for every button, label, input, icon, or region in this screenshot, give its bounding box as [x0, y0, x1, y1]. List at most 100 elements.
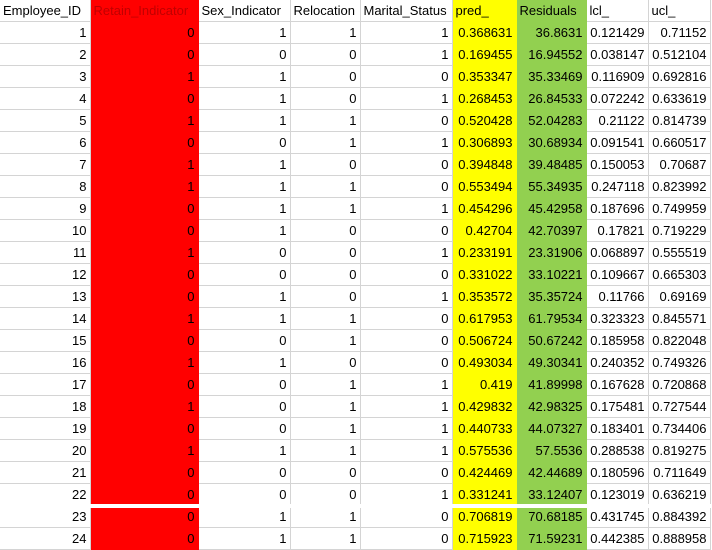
- cell-pred[interactable]: 0.233191: [452, 241, 517, 264]
- cell-sex-indicator[interactable]: 1: [198, 153, 291, 176]
- cell-relocation[interactable]: 0: [290, 461, 361, 484]
- cell-relocation[interactable]: 0: [290, 263, 361, 286]
- cell-lcl[interactable]: 0.240352: [586, 351, 649, 374]
- cell-lcl[interactable]: 0.109667: [586, 263, 649, 286]
- cell-ucl[interactable]: 0.719229: [648, 219, 711, 242]
- cell-relocation[interactable]: 1: [290, 395, 361, 418]
- cell-retain-indicator[interactable]: 1: [90, 153, 199, 176]
- cell-employee-id[interactable]: 23: [0, 505, 91, 528]
- cell-sex-indicator[interactable]: 1: [198, 285, 291, 308]
- cell-marital-status[interactable]: 1: [360, 197, 453, 220]
- cell-employee-id[interactable]: 8: [0, 175, 91, 198]
- cell-pred[interactable]: 0.440733: [452, 417, 517, 440]
- cell-residuals[interactable]: 44.07327: [516, 417, 587, 440]
- cell-ucl[interactable]: 0.823992: [648, 175, 711, 198]
- cell-sex-indicator[interactable]: 1: [198, 65, 291, 88]
- cell-marital-status[interactable]: 0: [360, 307, 453, 330]
- cell-marital-status[interactable]: 1: [360, 285, 453, 308]
- cell-relocation[interactable]: 1: [290, 329, 361, 352]
- cell-sex-indicator[interactable]: 0: [198, 263, 291, 286]
- cell-retain-indicator[interactable]: 0: [90, 219, 199, 242]
- cell-lcl[interactable]: 0.116909: [586, 65, 649, 88]
- cell-employee-id[interactable]: 12: [0, 263, 91, 286]
- cell-retain-indicator[interactable]: 0: [90, 329, 199, 352]
- cell-ucl[interactable]: 0.727544: [648, 395, 711, 418]
- header-relocation[interactable]: Relocation: [290, 0, 361, 22]
- cell-marital-status[interactable]: 1: [360, 417, 453, 440]
- cell-sex-indicator[interactable]: 1: [198, 197, 291, 220]
- cell-marital-status[interactable]: 0: [360, 505, 453, 528]
- cell-residuals[interactable]: 49.30341: [516, 351, 587, 374]
- cell-marital-status[interactable]: 0: [360, 153, 453, 176]
- cell-lcl[interactable]: 0.091541: [586, 131, 649, 154]
- cell-marital-status[interactable]: 1: [360, 439, 453, 462]
- cell-employee-id[interactable]: 6: [0, 131, 91, 154]
- cell-sex-indicator[interactable]: 1: [198, 219, 291, 242]
- header-retain-indicator[interactable]: Retain_Indicator: [90, 0, 199, 22]
- cell-relocation[interactable]: 0: [290, 153, 361, 176]
- cell-marital-status[interactable]: 1: [360, 131, 453, 154]
- cell-lcl[interactable]: 0.17821: [586, 219, 649, 242]
- header-lcl[interactable]: lcl_: [586, 0, 649, 22]
- cell-retain-indicator[interactable]: 1: [90, 241, 199, 264]
- cell-residuals[interactable]: 45.42958: [516, 197, 587, 220]
- cell-employee-id[interactable]: 2: [0, 43, 91, 66]
- cell-retain-indicator[interactable]: 1: [90, 65, 199, 88]
- cell-pred[interactable]: 0.424469: [452, 461, 517, 484]
- cell-marital-status[interactable]: 0: [360, 351, 453, 374]
- cell-ucl[interactable]: 0.71152: [648, 21, 711, 44]
- cell-pred[interactable]: 0.553494: [452, 175, 517, 198]
- cell-retain-indicator[interactable]: 0: [90, 417, 199, 440]
- cell-sex-indicator[interactable]: 1: [198, 351, 291, 374]
- cell-relocation[interactable]: 0: [290, 351, 361, 374]
- cell-pred[interactable]: 0.353347: [452, 65, 517, 88]
- cell-sex-indicator[interactable]: 1: [198, 505, 291, 528]
- cell-pred[interactable]: 0.429832: [452, 395, 517, 418]
- cell-sex-indicator[interactable]: 1: [198, 307, 291, 330]
- cell-residuals[interactable]: 57.5536: [516, 439, 587, 462]
- cell-lcl[interactable]: 0.180596: [586, 461, 649, 484]
- cell-relocation[interactable]: 0: [290, 65, 361, 88]
- cell-marital-status[interactable]: 1: [360, 395, 453, 418]
- cell-ucl[interactable]: 0.822048: [648, 329, 711, 352]
- cell-sex-indicator[interactable]: 0: [198, 241, 291, 264]
- cell-lcl[interactable]: 0.323323: [586, 307, 649, 330]
- cell-residuals[interactable]: 23.31906: [516, 241, 587, 264]
- cell-sex-indicator[interactable]: 0: [198, 395, 291, 418]
- cell-retain-indicator[interactable]: 0: [90, 285, 199, 308]
- cell-residuals[interactable]: 16.94552: [516, 43, 587, 66]
- cell-residuals[interactable]: 70.68185: [516, 505, 587, 528]
- cell-pred[interactable]: 0.268453: [452, 87, 517, 110]
- cell-ucl[interactable]: 0.749326: [648, 351, 711, 374]
- header-marital-status[interactable]: Marital_Status: [360, 0, 453, 22]
- cell-marital-status[interactable]: 1: [360, 43, 453, 66]
- cell-marital-status[interactable]: 1: [360, 241, 453, 264]
- cell-marital-status[interactable]: 1: [360, 21, 453, 44]
- cell-sex-indicator[interactable]: 1: [198, 109, 291, 132]
- cell-pred[interactable]: 0.617953: [452, 307, 517, 330]
- cell-retain-indicator[interactable]: 0: [90, 527, 199, 550]
- header-pred[interactable]: pred_: [452, 0, 517, 22]
- cell-employee-id[interactable]: 21: [0, 461, 91, 484]
- cell-ucl[interactable]: 0.749959: [648, 197, 711, 220]
- cell-employee-id[interactable]: 16: [0, 351, 91, 374]
- cell-residuals[interactable]: 39.48485: [516, 153, 587, 176]
- cell-ucl[interactable]: 0.884392: [648, 505, 711, 528]
- cell-employee-id[interactable]: 20: [0, 439, 91, 462]
- cell-lcl[interactable]: 0.072242: [586, 87, 649, 110]
- cell-sex-indicator[interactable]: 0: [198, 373, 291, 396]
- cell-ucl[interactable]: 0.660517: [648, 131, 711, 154]
- cell-retain-indicator[interactable]: 0: [90, 263, 199, 286]
- cell-ucl[interactable]: 0.720868: [648, 373, 711, 396]
- cell-ucl[interactable]: 0.636219: [648, 483, 711, 506]
- cell-employee-id[interactable]: 22: [0, 483, 91, 506]
- cell-sex-indicator[interactable]: 0: [198, 43, 291, 66]
- cell-sex-indicator[interactable]: 1: [198, 527, 291, 550]
- cell-relocation[interactable]: 1: [290, 505, 361, 528]
- cell-sex-indicator[interactable]: 0: [198, 131, 291, 154]
- cell-retain-indicator[interactable]: 0: [90, 373, 199, 396]
- cell-marital-status[interactable]: 0: [360, 329, 453, 352]
- cell-employee-id[interactable]: 11: [0, 241, 91, 264]
- cell-marital-status[interactable]: 0: [360, 461, 453, 484]
- cell-residuals[interactable]: 36.8631: [516, 21, 587, 44]
